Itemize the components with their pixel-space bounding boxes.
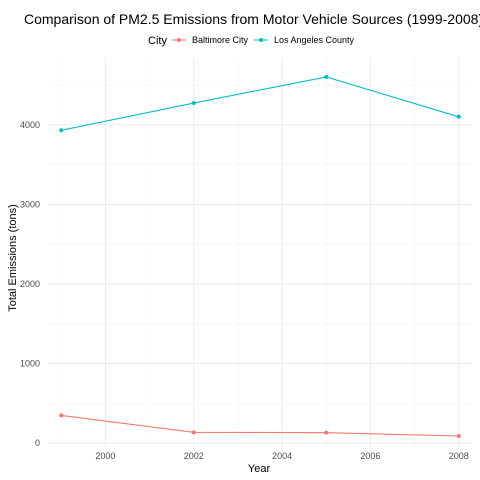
y-tick-label: 2000 xyxy=(20,279,40,289)
x-axis-title: Year xyxy=(248,463,271,475)
y-axis-title: Total Emissions (tons) xyxy=(7,204,19,312)
data-point-baltimore-city xyxy=(59,413,63,417)
legend-label: Los Angeles County xyxy=(274,35,355,45)
series-layer xyxy=(59,75,461,438)
legend-key-point xyxy=(177,38,181,42)
legend-label: Baltimore City xyxy=(192,35,249,45)
series-line-baltimore-city xyxy=(61,415,459,436)
legend-key-point xyxy=(259,38,263,42)
x-tick-label: 2006 xyxy=(360,451,380,461)
series-baltimore-city xyxy=(59,413,461,438)
grid xyxy=(48,58,472,447)
legend-item-baltimore-city: Baltimore City xyxy=(172,35,249,45)
data-point-los-angeles-county xyxy=(457,115,461,119)
data-point-los-angeles-county xyxy=(192,101,196,105)
legend: Baltimore City Los Angeles County xyxy=(172,35,355,45)
y-tick-label: 1000 xyxy=(20,358,40,368)
x-tick-label: 2008 xyxy=(449,451,469,461)
x-axis-ticks: 2000 2002 2004 2006 2008 xyxy=(95,451,468,461)
chart-title: Comparison of PM2.5 Emissions from Motor… xyxy=(24,11,480,27)
x-tick-label: 2000 xyxy=(95,451,115,461)
y-tick-label: 4000 xyxy=(20,120,40,130)
y-axis-ticks: 0 1000 2000 3000 4000 xyxy=(20,120,40,448)
y-tick-label: 0 xyxy=(35,438,40,448)
data-point-los-angeles-county xyxy=(324,75,328,79)
x-tick-label: 2004 xyxy=(272,451,292,461)
series-los-angeles-county xyxy=(59,75,461,132)
data-point-baltimore-city xyxy=(324,431,328,435)
data-point-baltimore-city xyxy=(192,430,196,434)
data-point-baltimore-city xyxy=(457,434,461,438)
legend-title: City xyxy=(148,35,167,47)
x-tick-label: 2002 xyxy=(184,451,204,461)
y-tick-label: 3000 xyxy=(20,199,40,209)
data-point-los-angeles-county xyxy=(59,128,63,132)
legend-item-los-angeles-county: Los Angeles County xyxy=(254,35,355,45)
